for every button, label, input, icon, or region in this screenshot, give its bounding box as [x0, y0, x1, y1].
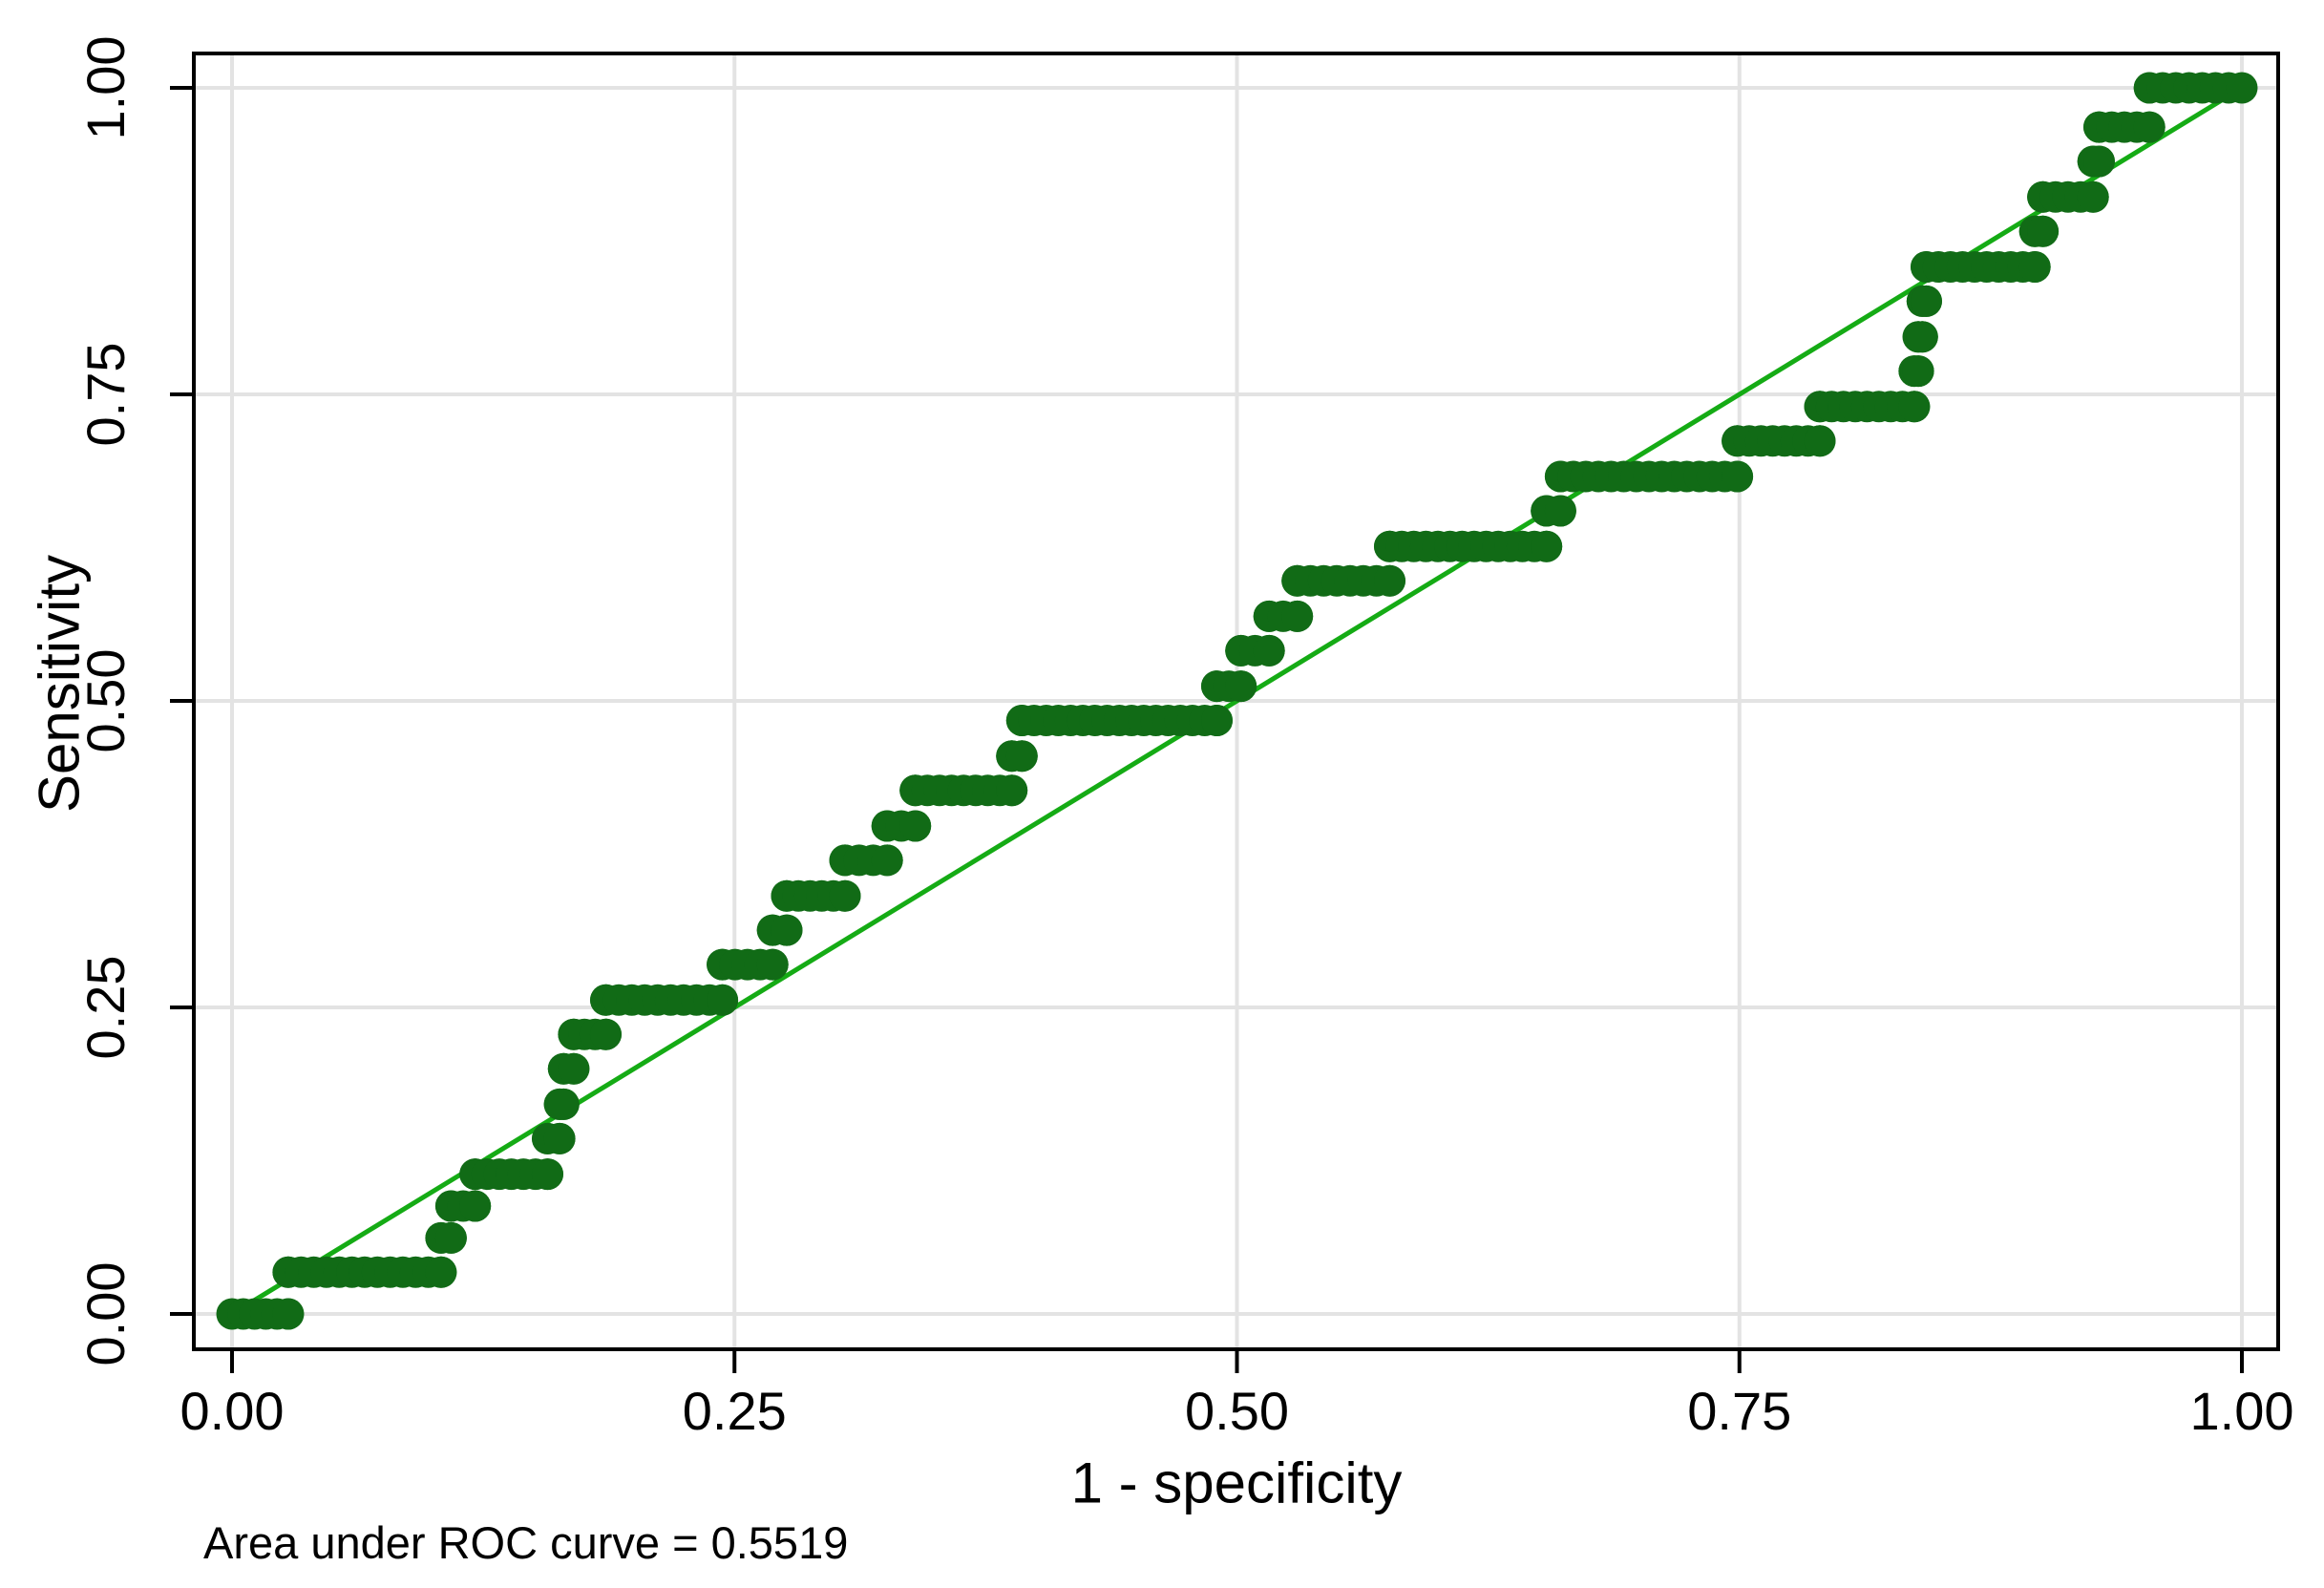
- roc-curve-dot: [1906, 321, 1938, 353]
- roc-curve-dot: [1005, 740, 1038, 773]
- roc-curve-dot: [1374, 564, 1405, 597]
- roc-curve-dot: [1804, 425, 1836, 457]
- x-axis-title: 1 - specificity: [1070, 1450, 1403, 1515]
- roc-curve-dot: [1531, 530, 1563, 562]
- auc-caption: Area under ROC curve = 0.5519: [203, 1517, 849, 1568]
- roc-curve-dot: [2083, 145, 2115, 178]
- roc-curve-dot: [590, 1018, 622, 1050]
- roc-curve-dot: [871, 844, 903, 877]
- roc-curve-dot: [1722, 460, 1754, 493]
- roc-curve-dot: [532, 1158, 563, 1191]
- x-tick-label: 0.25: [683, 1381, 787, 1441]
- roc-curve: [216, 72, 2258, 1330]
- roc-curve-dot: [899, 810, 932, 842]
- y-tick-label: 0.50: [75, 649, 136, 753]
- roc-curve-dot: [829, 879, 861, 912]
- y-tick-label: 0.25: [75, 956, 136, 1060]
- roc-curve-dot: [434, 1221, 467, 1254]
- roc-curve-dot: [771, 914, 803, 946]
- roc-curve-dot: [1281, 600, 1314, 632]
- x-tick-label: 0.00: [180, 1381, 285, 1441]
- roc-curve-dot: [1902, 355, 1934, 388]
- roc-curve-dot: [1253, 634, 1285, 667]
- y-axis-title: Sensitivity: [27, 554, 92, 814]
- roc-curve-dot: [1898, 391, 1931, 423]
- roc-curve-dot: [2027, 215, 2060, 247]
- roc-curve-dot: [2226, 72, 2258, 104]
- roc-curve-dot: [2018, 251, 2051, 283]
- roc-curve-dot: [2133, 111, 2166, 143]
- roc-curve-dot: [459, 1190, 492, 1222]
- roc-curve-dot: [756, 948, 789, 981]
- roc-curve-dot: [996, 774, 1028, 807]
- roc-curve-dot: [272, 1298, 305, 1330]
- roc-curve-dot: [2077, 180, 2109, 213]
- roc-curve-dot: [1911, 285, 1942, 317]
- roc-curve-dot: [547, 1088, 580, 1120]
- x-tick-label: 0.75: [1687, 1381, 1791, 1441]
- y-tick-label: 1.00: [75, 36, 136, 140]
- roc-curve-dot: [543, 1122, 576, 1154]
- roc-curve-dot: [1225, 670, 1257, 703]
- gridlines: [194, 53, 2278, 1349]
- roc-curve-dot: [1544, 495, 1576, 527]
- axes: 0.00 0.25 0.50 0.75 1.00 0.00 0.25 0.50 0.75 1.00: [75, 36, 2294, 1441]
- roc-curve-dot: [1201, 705, 1233, 736]
- roc-curve-dot: [425, 1256, 457, 1288]
- y-tick-label: 0.00: [75, 1262, 136, 1366]
- roc-curve-dot: [558, 1052, 590, 1085]
- x-tick-label: 0.50: [1185, 1381, 1289, 1441]
- x-tick-label: 1.00: [2190, 1381, 2294, 1441]
- roc-curve-dot: [707, 984, 739, 1016]
- y-tick-label: 0.75: [75, 343, 136, 447]
